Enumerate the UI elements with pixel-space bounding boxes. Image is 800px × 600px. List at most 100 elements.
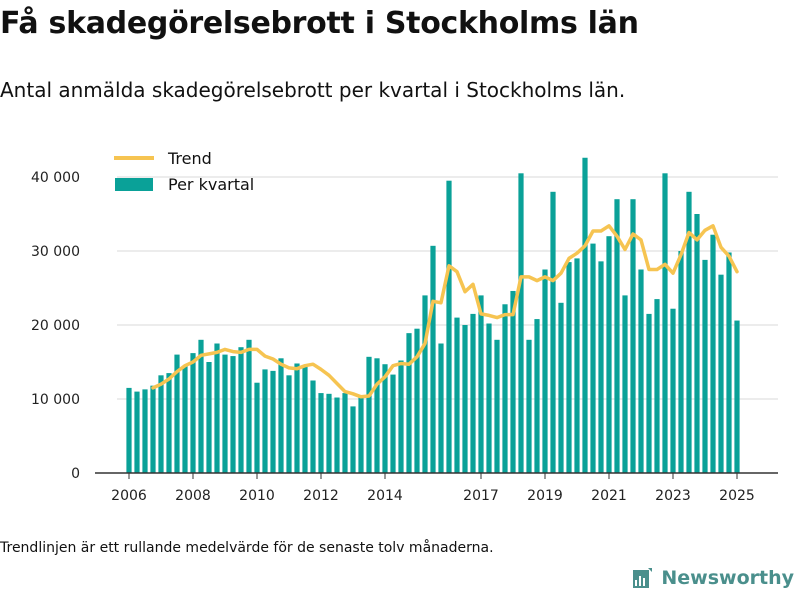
bar	[350, 406, 356, 473]
trend-line	[151, 224, 739, 399]
bar	[718, 274, 724, 473]
chart-subtitle: Antal anmälda skadegörelsebrott per kvar…	[0, 78, 626, 102]
bar	[534, 319, 540, 473]
bar	[190, 353, 196, 473]
bar	[734, 320, 740, 473]
bar	[606, 236, 612, 473]
bar-chart: 0 10 000 20 000 30 000 40 000 2006 2008 2010 201…	[31, 149, 778, 504]
newsworthy-logo-icon	[633, 568, 653, 588]
x-tick-label: 2019	[527, 488, 563, 504]
bar	[422, 295, 428, 473]
bar	[398, 360, 404, 473]
chart-title: Få skadegörelsebrott i Stockholms län	[0, 6, 639, 41]
footnote: Trendlinjen är ett rullande medelvärde f…	[0, 540, 494, 556]
bar	[502, 304, 508, 473]
bar	[470, 313, 476, 473]
bar	[294, 363, 300, 473]
y-tick-label: 30 000	[31, 244, 80, 260]
bar	[318, 393, 324, 473]
bar	[550, 191, 556, 474]
trend-line-group	[151, 224, 739, 399]
bar	[206, 362, 212, 473]
bar	[526, 339, 532, 473]
x-tick-label: 2012	[303, 488, 339, 504]
x-tick-label: 2008	[175, 488, 211, 504]
bar	[158, 375, 164, 473]
bar	[566, 262, 572, 473]
bar	[638, 269, 644, 473]
bar	[382, 364, 388, 473]
bar	[254, 382, 260, 473]
bar	[374, 358, 380, 473]
bar	[510, 290, 516, 473]
bar	[542, 269, 548, 473]
bar	[494, 339, 500, 473]
bar	[478, 295, 484, 473]
bar	[326, 393, 332, 473]
bar	[166, 373, 172, 473]
bar	[182, 365, 188, 473]
x-tick-label: 2010	[239, 488, 275, 504]
x-tick-label: 2021	[591, 488, 627, 504]
bar	[518, 173, 524, 474]
x-tick-label: 2014	[367, 488, 403, 504]
bar	[558, 302, 564, 473]
legend-trend-label: Trend	[167, 149, 212, 168]
bar	[646, 313, 652, 473]
y-tick-label: 20 000	[31, 318, 80, 334]
bar	[150, 385, 156, 473]
bar	[310, 380, 316, 473]
y-tick-label: 40 000	[31, 170, 80, 186]
bar	[430, 245, 436, 473]
bar	[174, 354, 180, 473]
bar	[270, 370, 276, 473]
bar	[126, 387, 132, 473]
bar	[414, 328, 420, 473]
bar	[590, 243, 596, 473]
bar	[342, 393, 348, 473]
axes: 0 10 000 20 000 30 000 40 000 2006 2008 2010 201…	[31, 170, 778, 504]
y-tick-label: 0	[71, 466, 80, 482]
bar	[598, 261, 604, 473]
legend-per-kvartal-label: Per kvartal	[168, 175, 254, 194]
bar	[446, 180, 452, 473]
bar	[366, 356, 372, 473]
bar	[582, 157, 588, 473]
bar	[222, 354, 228, 473]
bar	[462, 325, 468, 473]
bar	[670, 308, 676, 473]
x-tick-label: 2017	[463, 488, 499, 504]
x-tick-label: 2023	[655, 488, 691, 504]
bar	[662, 173, 668, 474]
bar	[726, 252, 732, 473]
bar	[262, 369, 268, 473]
bar	[678, 251, 684, 473]
bar	[622, 295, 628, 473]
bar	[702, 259, 708, 473]
bar	[710, 234, 716, 473]
bar	[438, 343, 444, 473]
bar	[286, 375, 292, 473]
y-tick-label: 10 000	[31, 392, 80, 408]
bar	[574, 258, 580, 473]
bar	[278, 358, 284, 473]
bar	[214, 343, 220, 473]
x-tick-label: 2006	[111, 488, 147, 504]
bar	[334, 397, 340, 473]
bar	[694, 214, 700, 473]
bars	[126, 157, 740, 474]
bar	[358, 395, 364, 473]
bar	[198, 339, 204, 473]
bar	[134, 391, 140, 473]
bar	[486, 323, 492, 473]
bar	[230, 356, 236, 473]
bar	[614, 199, 620, 473]
bar	[246, 339, 252, 473]
brand-name: Newsworthy	[661, 567, 794, 589]
bar	[630, 199, 636, 473]
legend-bar-swatch	[115, 178, 153, 191]
bar	[390, 374, 396, 473]
bar	[406, 333, 412, 473]
x-tick-label: 2025	[719, 488, 755, 504]
bar	[302, 365, 308, 473]
